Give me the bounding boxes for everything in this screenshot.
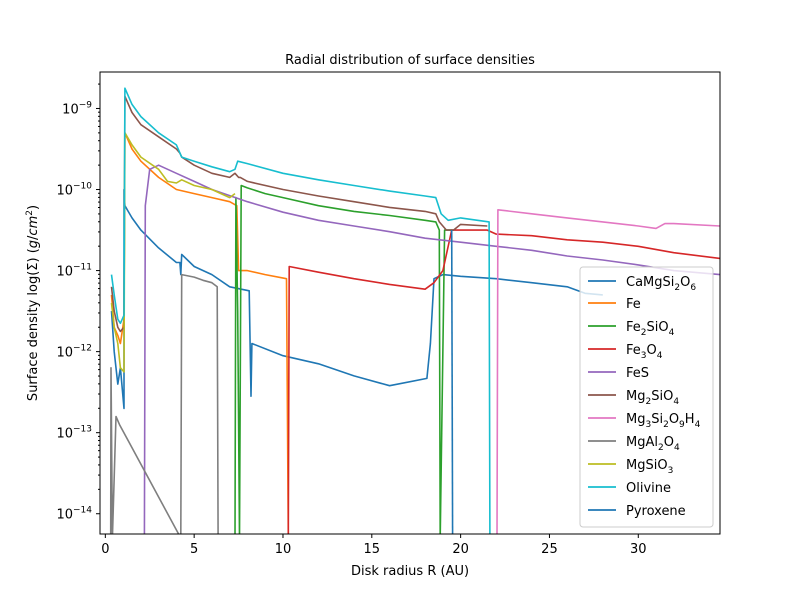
series-line-5 [110,95,488,333]
x-tick-label-4: 20 [452,542,469,557]
legend-label-4: FeS [626,366,649,381]
legend-label-10: Pyroxene [626,504,686,519]
y-tick-label-3: 10−12 [56,344,92,361]
legend-label-8: MgSiO3 [626,458,673,476]
series-line-8 [110,132,236,373]
x-tick-label-2: 10 [275,542,292,557]
legend-label-0: CaMgSi2O6 [626,275,696,293]
legend-entry-1: Fe [588,297,641,312]
chart-title: Radial distribution of surface densities [285,53,535,68]
x-tick-label-3: 15 [364,542,381,557]
series-line-4 [143,164,720,534]
legend-entry-4: FeS [588,366,649,381]
y-axis-label: Surface density log(Σ) (g/cm2) [25,205,41,401]
x-axis: 0 5 10 15 20 25 30 [101,534,647,557]
legend-label-3: Fe3O4 [626,343,663,361]
ylabel-a: Surface density log(Σ) ( [26,248,41,401]
series-line-9 [110,87,491,534]
legend-entry-5: Mg2SiO4 [588,389,679,407]
series-line-10 [450,230,454,534]
ylabel-c: / [26,235,41,240]
legend-entry-3: Fe3O4 [588,343,663,361]
y-tick-label-4: 10−13 [56,425,92,442]
legend-label-9: Olivine [626,481,671,496]
legend-entry-0: CaMgSi2O6 [588,275,696,293]
series-line-7 [109,273,219,534]
legend-entry-9: Olivine [588,481,671,496]
x-tick-label-5: 25 [541,542,558,557]
y-tick-label-5: 10−14 [56,506,92,523]
y-tick-label-1: 10−10 [56,182,92,199]
y-tick-label-0: 10−9 [62,100,92,117]
y-axis: 10−9 10−10 10−11 10−12 10−13 10−14 [56,83,100,523]
legend: CaMgSi2O6 Fe Fe2SiO4 Fe3O4 FeS Mg2SiO4 M… [579,266,714,528]
series-line-1 [110,132,290,534]
ylabel-d: cm [26,216,41,236]
legend-entry-8: MgSiO3 [588,458,673,476]
series-line-6 [496,209,720,534]
legend-entry-10: Pyroxene [588,504,686,519]
legend-label-7: MgAl2O4 [626,435,680,453]
legend-label-1: Fe [626,297,641,312]
legend-label-5: Mg2SiO4 [626,389,679,407]
legend-label-6: Mg3Si2O9H4 [626,412,701,430]
legend-entry-7: MgAl2O4 [588,435,680,453]
x-tick-label-6: 30 [630,542,647,557]
legend-entry-6: Mg3Si2O9H4 [588,412,701,430]
ylabel-e: 2 [25,210,35,216]
ylabel-b: g [26,240,41,248]
x-axis-label: Disk radius R (AU) [351,564,469,579]
ylabel-f: ) [26,205,41,210]
legend-label-2: Fe2SiO4 [626,320,675,338]
x-tick-label-1: 5 [190,542,198,557]
legend-entry-2: Fe2SiO4 [588,320,675,338]
series-line-0 [110,188,603,410]
series-line-2 [234,184,452,534]
series-layer [109,87,720,534]
x-tick-label-0: 0 [101,542,109,557]
legend-box [579,266,714,528]
y-tick-label-2: 10−11 [56,263,92,280]
